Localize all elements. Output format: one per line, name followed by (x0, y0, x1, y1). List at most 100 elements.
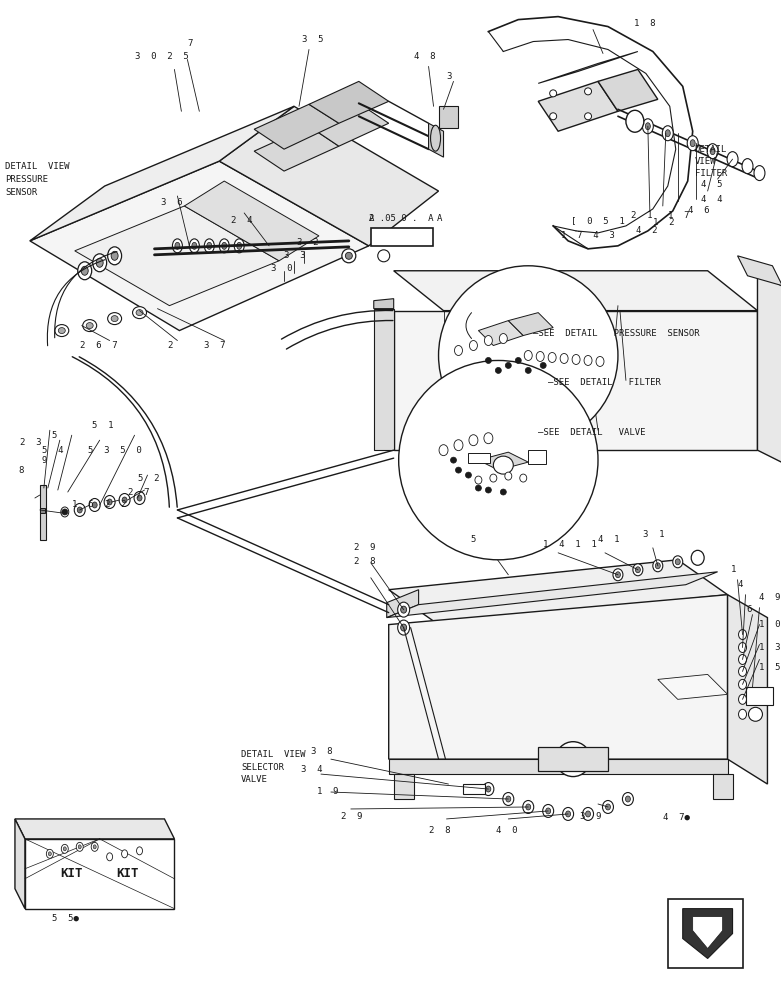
Text: 4  7●: 4 7● (662, 812, 690, 821)
Polygon shape (658, 674, 728, 699)
Polygon shape (683, 909, 732, 958)
Ellipse shape (46, 849, 53, 858)
Ellipse shape (486, 786, 491, 792)
Ellipse shape (470, 341, 477, 350)
Ellipse shape (688, 136, 699, 151)
Text: KIT: KIT (116, 867, 139, 880)
Ellipse shape (613, 569, 623, 581)
Polygon shape (40, 508, 45, 513)
Ellipse shape (493, 456, 514, 474)
Text: 1  3: 1 3 (760, 643, 781, 652)
Ellipse shape (739, 654, 746, 664)
Ellipse shape (74, 503, 85, 516)
Text: 2  0: 2 0 (368, 214, 390, 223)
Text: 2: 2 (168, 341, 172, 350)
Text: 8: 8 (18, 466, 24, 475)
Polygon shape (394, 311, 757, 450)
Polygon shape (746, 687, 774, 705)
Text: DETAIL: DETAIL (695, 145, 727, 154)
Ellipse shape (615, 572, 620, 578)
Text: 4  0: 4 0 (496, 826, 518, 835)
Ellipse shape (524, 350, 532, 360)
Text: 2  8: 2 8 (429, 826, 450, 835)
Polygon shape (508, 313, 554, 336)
Text: 1  0: 1 0 (760, 620, 781, 629)
Ellipse shape (550, 113, 557, 120)
Polygon shape (728, 595, 768, 784)
Text: 2  1: 2 1 (631, 211, 652, 220)
Text: 1  6: 1 6 (72, 500, 93, 509)
Polygon shape (394, 271, 757, 311)
Text: [  0  5  1: [ 0 5 1 (571, 216, 625, 225)
Ellipse shape (89, 499, 100, 511)
Ellipse shape (585, 88, 592, 95)
Circle shape (485, 487, 492, 493)
Ellipse shape (653, 560, 662, 572)
Text: 4  9: 4 9 (760, 593, 781, 602)
Polygon shape (429, 123, 444, 157)
Ellipse shape (490, 474, 497, 482)
Polygon shape (309, 81, 389, 123)
Ellipse shape (192, 242, 197, 249)
Text: 5  2: 5 2 (137, 474, 159, 483)
Polygon shape (40, 485, 45, 540)
Circle shape (62, 509, 67, 515)
Text: A: A (437, 214, 442, 223)
Circle shape (506, 362, 511, 368)
Ellipse shape (222, 242, 227, 249)
Circle shape (525, 367, 532, 373)
Ellipse shape (506, 796, 511, 802)
Ellipse shape (596, 356, 604, 366)
Ellipse shape (503, 793, 514, 805)
Polygon shape (30, 106, 294, 241)
Text: 1: 1 (731, 565, 736, 574)
Ellipse shape (505, 472, 512, 480)
Circle shape (399, 360, 598, 560)
Polygon shape (74, 206, 279, 306)
Ellipse shape (55, 325, 69, 337)
Ellipse shape (622, 793, 633, 805)
Text: 1  5: 1 5 (760, 663, 781, 672)
Ellipse shape (111, 251, 118, 260)
Ellipse shape (119, 494, 130, 506)
Text: –SEE  DETAIL   PRESSURE  SENSOR: –SEE DETAIL PRESSURE SENSOR (533, 329, 700, 338)
Ellipse shape (378, 250, 390, 262)
Ellipse shape (401, 606, 407, 613)
Ellipse shape (563, 749, 583, 769)
Ellipse shape (134, 492, 145, 504)
Ellipse shape (548, 352, 556, 362)
Ellipse shape (205, 239, 214, 253)
Ellipse shape (220, 239, 229, 253)
Text: 6: 6 (746, 605, 752, 614)
Ellipse shape (58, 328, 65, 334)
Circle shape (495, 367, 501, 373)
Ellipse shape (546, 808, 550, 814)
Text: KIT: KIT (60, 867, 83, 880)
Text: 4  2: 4 2 (636, 226, 658, 235)
Ellipse shape (172, 239, 183, 253)
Ellipse shape (572, 354, 580, 364)
Ellipse shape (565, 811, 571, 817)
Ellipse shape (234, 239, 244, 253)
Ellipse shape (104, 496, 115, 508)
Polygon shape (25, 839, 174, 909)
Ellipse shape (93, 254, 107, 272)
Ellipse shape (454, 440, 463, 451)
Ellipse shape (93, 845, 96, 849)
Text: 3: 3 (447, 72, 452, 81)
Ellipse shape (635, 567, 641, 573)
Text: 3  4: 3 4 (301, 765, 322, 774)
Polygon shape (598, 69, 658, 111)
Ellipse shape (586, 811, 590, 817)
Text: VALVE: VALVE (241, 775, 268, 784)
Circle shape (515, 357, 521, 363)
Ellipse shape (475, 476, 482, 484)
Polygon shape (309, 103, 389, 146)
Text: VIEW: VIEW (695, 157, 717, 166)
Polygon shape (528, 450, 546, 464)
Ellipse shape (645, 123, 651, 130)
Ellipse shape (107, 313, 122, 325)
Ellipse shape (107, 853, 113, 861)
Text: 3  3: 3 3 (284, 251, 306, 260)
Circle shape (438, 266, 618, 445)
